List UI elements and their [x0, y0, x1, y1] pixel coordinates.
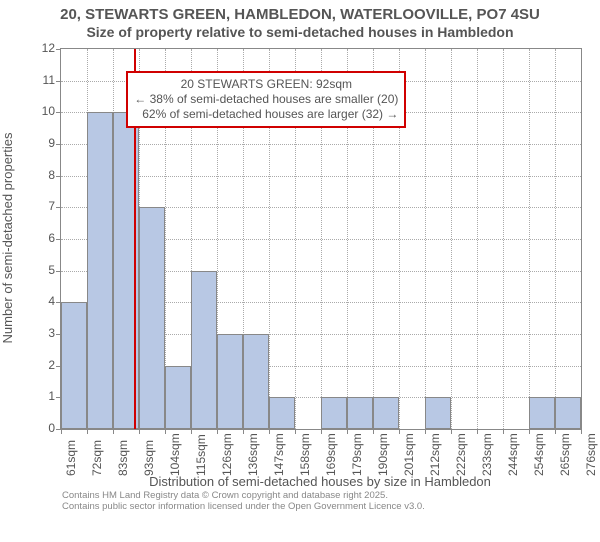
x-tick-label: 83sqm [116, 440, 130, 476]
x-tick [425, 429, 426, 434]
x-tick [581, 429, 582, 434]
x-tick [503, 429, 504, 434]
y-axis-title: Number of semi-detached properties [0, 133, 15, 344]
histogram-bar [555, 397, 581, 429]
y-tick [56, 239, 61, 240]
y-tick [56, 271, 61, 272]
chart-container: 20, STEWARTS GREEN, HAMBLEDON, WATERLOOV… [0, 0, 600, 500]
x-tick [87, 429, 88, 434]
x-tick [191, 429, 192, 434]
histogram-bar [165, 366, 191, 429]
x-tick-label: 179sqm [350, 433, 364, 476]
x-tick [243, 429, 244, 434]
histogram-bar [529, 397, 555, 429]
x-tick [347, 429, 348, 434]
x-tick-label: 126sqm [220, 433, 234, 476]
x-tick [321, 429, 322, 434]
x-tick-label: 276sqm [584, 433, 598, 476]
gridline-v [451, 49, 452, 429]
x-tick-label: 115sqm [194, 434, 208, 476]
y-tick-label: 10 [15, 104, 55, 118]
x-tick [451, 429, 452, 434]
x-tick-label: 158sqm [298, 433, 312, 476]
histogram-bar [321, 397, 347, 429]
x-tick-label: 136sqm [246, 433, 260, 476]
y-tick-label: 9 [15, 136, 55, 150]
y-tick-label: 7 [15, 199, 55, 213]
x-tick [529, 429, 530, 434]
x-tick [555, 429, 556, 434]
x-tick-label: 254sqm [532, 433, 546, 476]
y-tick [56, 49, 61, 50]
histogram-bar [87, 112, 113, 429]
x-axis-title: Distribution of semi-detached houses by … [60, 474, 580, 489]
y-tick-label: 8 [15, 168, 55, 182]
y-tick-label: 5 [15, 263, 55, 277]
x-tick [269, 429, 270, 434]
histogram-bar [347, 397, 373, 429]
histogram-bar [243, 334, 269, 429]
histogram-bar [373, 397, 399, 429]
y-tick [56, 207, 61, 208]
y-tick-label: 1 [15, 389, 55, 403]
x-tick-label: 201sqm [402, 433, 416, 476]
plot-area: 20 STEWARTS GREEN: 92sqm← 38% of semi-de… [60, 48, 582, 430]
x-tick-label: 222sqm [454, 433, 468, 476]
y-tick [56, 144, 61, 145]
x-tick-label: 244sqm [506, 433, 520, 476]
y-tick-label: 11 [15, 73, 55, 87]
chart-title-line1: 20, STEWARTS GREEN, HAMBLEDON, WATERLOOV… [0, 6, 600, 23]
histogram-bar [139, 207, 165, 429]
histogram-bar [217, 334, 243, 429]
y-tick-label: 12 [15, 41, 55, 55]
gridline-v [529, 49, 530, 429]
callout-line-smaller: ← 38% of semi-detached houses are smalle… [134, 92, 398, 107]
callout-title: 20 STEWARTS GREEN: 92sqm [134, 77, 398, 92]
y-tick-label: 2 [15, 358, 55, 372]
x-tick [295, 429, 296, 434]
x-tick-label: 61sqm [64, 440, 78, 476]
x-tick [373, 429, 374, 434]
x-tick [61, 429, 62, 434]
x-tick-label: 233sqm [480, 433, 494, 476]
y-tick-label: 6 [15, 231, 55, 245]
y-tick-label: 0 [15, 421, 55, 435]
x-tick-label: 72sqm [90, 440, 104, 476]
gridline-v [503, 49, 504, 429]
x-tick [139, 429, 140, 434]
x-tick [399, 429, 400, 434]
attribution: Contains HM Land Registry data © Crown c… [62, 490, 425, 542]
y-tick-label: 4 [15, 294, 55, 308]
histogram-bar [269, 397, 295, 429]
y-tick [56, 112, 61, 113]
gridline-v [555, 49, 556, 429]
y-tick [56, 176, 61, 177]
chart-title-line2: Size of property relative to semi-detach… [0, 24, 600, 40]
histogram-bar [61, 302, 87, 429]
x-tick-label: 212sqm [428, 433, 442, 476]
histogram-bar [425, 397, 451, 429]
attribution-line2: Contains public sector information licen… [62, 501, 425, 512]
y-tick [56, 81, 61, 82]
callout-line-larger: 62% of semi-detached houses are larger (… [134, 107, 398, 122]
gridline-v [477, 49, 478, 429]
x-tick [165, 429, 166, 434]
y-tick-label: 3 [15, 326, 55, 340]
x-tick-label: 147sqm [272, 433, 286, 476]
gridline-v [425, 49, 426, 429]
x-tick [477, 429, 478, 434]
x-tick-label: 93sqm [142, 440, 156, 476]
reference-callout: 20 STEWARTS GREEN: 92sqm← 38% of semi-de… [126, 71, 406, 128]
x-tick-label: 190sqm [376, 433, 390, 476]
x-tick [113, 429, 114, 434]
histogram-bar [191, 271, 217, 429]
x-tick [217, 429, 218, 434]
x-tick-label: 169sqm [324, 433, 338, 476]
x-tick-label: 265sqm [558, 433, 572, 476]
x-tick-label: 104sqm [168, 433, 182, 476]
